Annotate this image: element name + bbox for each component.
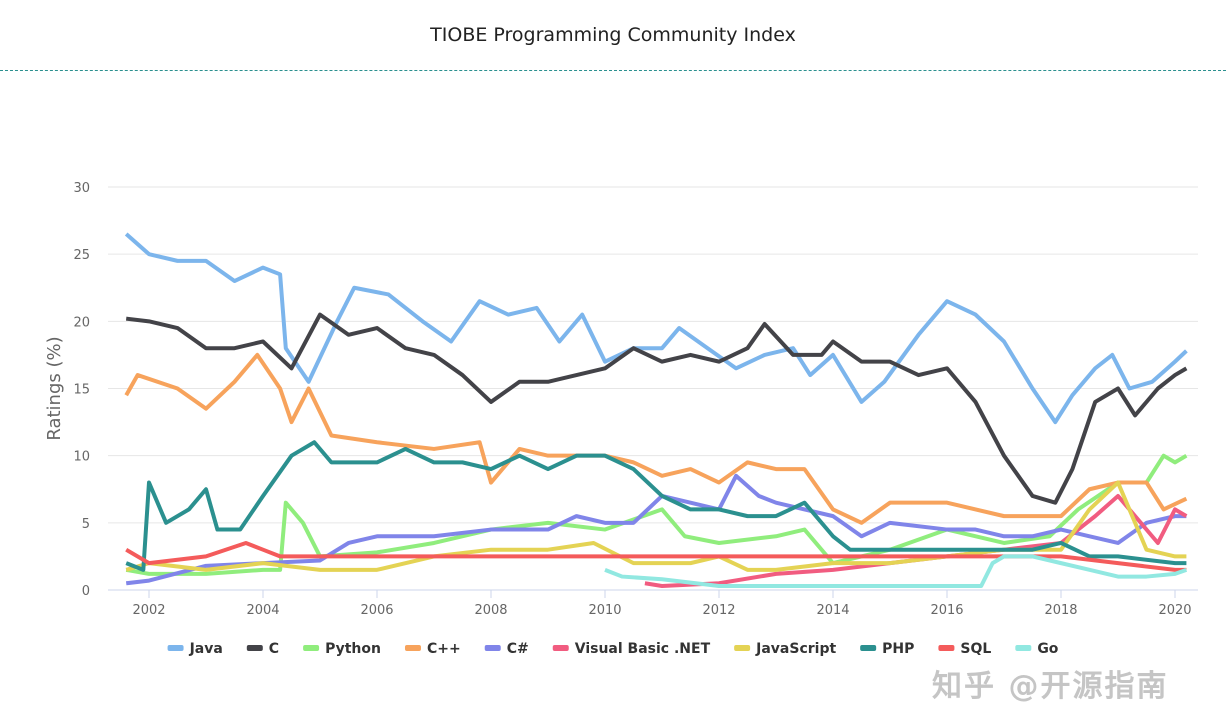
legend-swatch <box>734 645 751 651</box>
y-tick-label: 0 <box>82 584 90 599</box>
legend-swatch <box>404 645 421 651</box>
series-line-python <box>125 453 1188 576</box>
series-line-c- <box>125 473 1187 586</box>
x-tick-label: 2004 <box>246 603 279 618</box>
x-tick-label: 2008 <box>474 603 507 618</box>
x-tick-label: 2018 <box>1044 603 1077 618</box>
y-tick-label: 30 <box>73 181 90 196</box>
series-line-php <box>125 440 1187 572</box>
y-tick-label: 5 <box>82 517 90 532</box>
legend-item[interactable]: JavaScript <box>755 641 836 657</box>
legend-swatch <box>246 645 263 651</box>
x-tick-label: 2014 <box>816 603 849 618</box>
y-tick-label: 10 <box>73 450 90 465</box>
series-line-c <box>125 312 1188 505</box>
x-tick-label: 2020 <box>1158 603 1191 618</box>
y-tick-label: 25 <box>73 248 90 263</box>
series-line-java <box>124 232 1188 425</box>
legend-swatch <box>484 645 501 651</box>
legend-item[interactable]: PHP <box>882 641 914 657</box>
series-line-go <box>604 554 1188 588</box>
legend-item[interactable]: Java <box>189 641 223 657</box>
legend-swatch <box>1015 645 1032 651</box>
legend-swatch <box>938 645 955 651</box>
legend-swatch <box>167 645 184 651</box>
series-line-javascript <box>125 480 1187 572</box>
legend-swatch <box>303 645 320 651</box>
x-tick-label: 2010 <box>588 603 621 618</box>
legend-item[interactable]: Go <box>1037 641 1058 657</box>
legend-item[interactable]: C <box>269 641 279 657</box>
x-tick-label: 2016 <box>930 603 963 618</box>
y-tick-label: 20 <box>73 315 90 330</box>
legend-swatch <box>860 645 877 651</box>
series-line-c- <box>124 352 1188 525</box>
legend-item[interactable]: Visual Basic .NET <box>575 641 711 657</box>
legend-item[interactable]: SQL <box>960 641 991 657</box>
x-tick-label: 2006 <box>360 603 393 618</box>
x-tick-label: 2012 <box>702 603 735 618</box>
series-line-visual-basic-net <box>644 493 1188 588</box>
x-tick-label: 2002 <box>132 603 165 618</box>
legend-swatch <box>552 645 569 651</box>
y-axis-label: Ratings (%) <box>44 336 65 440</box>
legend-item[interactable]: Python <box>325 641 381 657</box>
legend-item[interactable]: C++ <box>427 641 461 657</box>
y-tick-label: 15 <box>73 383 90 398</box>
chart-title: TIOBE Programming Community Index <box>430 24 796 46</box>
watermark: 知乎 @开源指南 <box>932 669 1169 704</box>
title-divider <box>0 70 1226 71</box>
legend-item[interactable]: C# <box>507 641 529 657</box>
series-line-sql <box>125 540 1187 572</box>
